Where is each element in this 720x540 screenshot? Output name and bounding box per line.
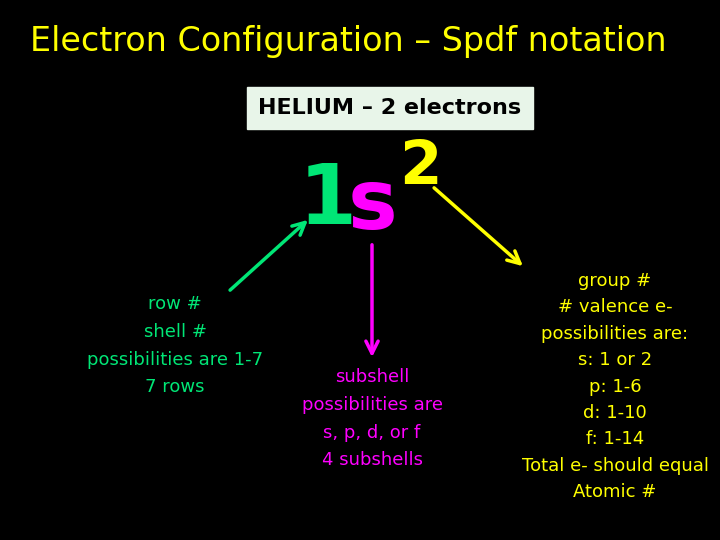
Text: group #
# valence e-
possibilities are:
s: 1 or 2
p: 1-6
d: 1-10
f: 1-14
Total e: group # # valence e- possibilities are: … — [521, 272, 708, 501]
Text: subshell
possibilities are
s, p, d, or f
4 subshells: subshell possibilities are s, p, d, or f… — [302, 368, 443, 469]
Text: HELIUM – 2 electrons: HELIUM – 2 electrons — [258, 98, 521, 118]
Text: 2: 2 — [399, 138, 441, 198]
Text: Electron Configuration – Spdf notation: Electron Configuration – Spdf notation — [30, 25, 667, 58]
Text: 1: 1 — [299, 159, 357, 240]
Text: row #
shell #
possibilities are 1-7
7 rows: row # shell # possibilities are 1-7 7 ro… — [87, 295, 263, 396]
Text: s: s — [347, 165, 397, 246]
